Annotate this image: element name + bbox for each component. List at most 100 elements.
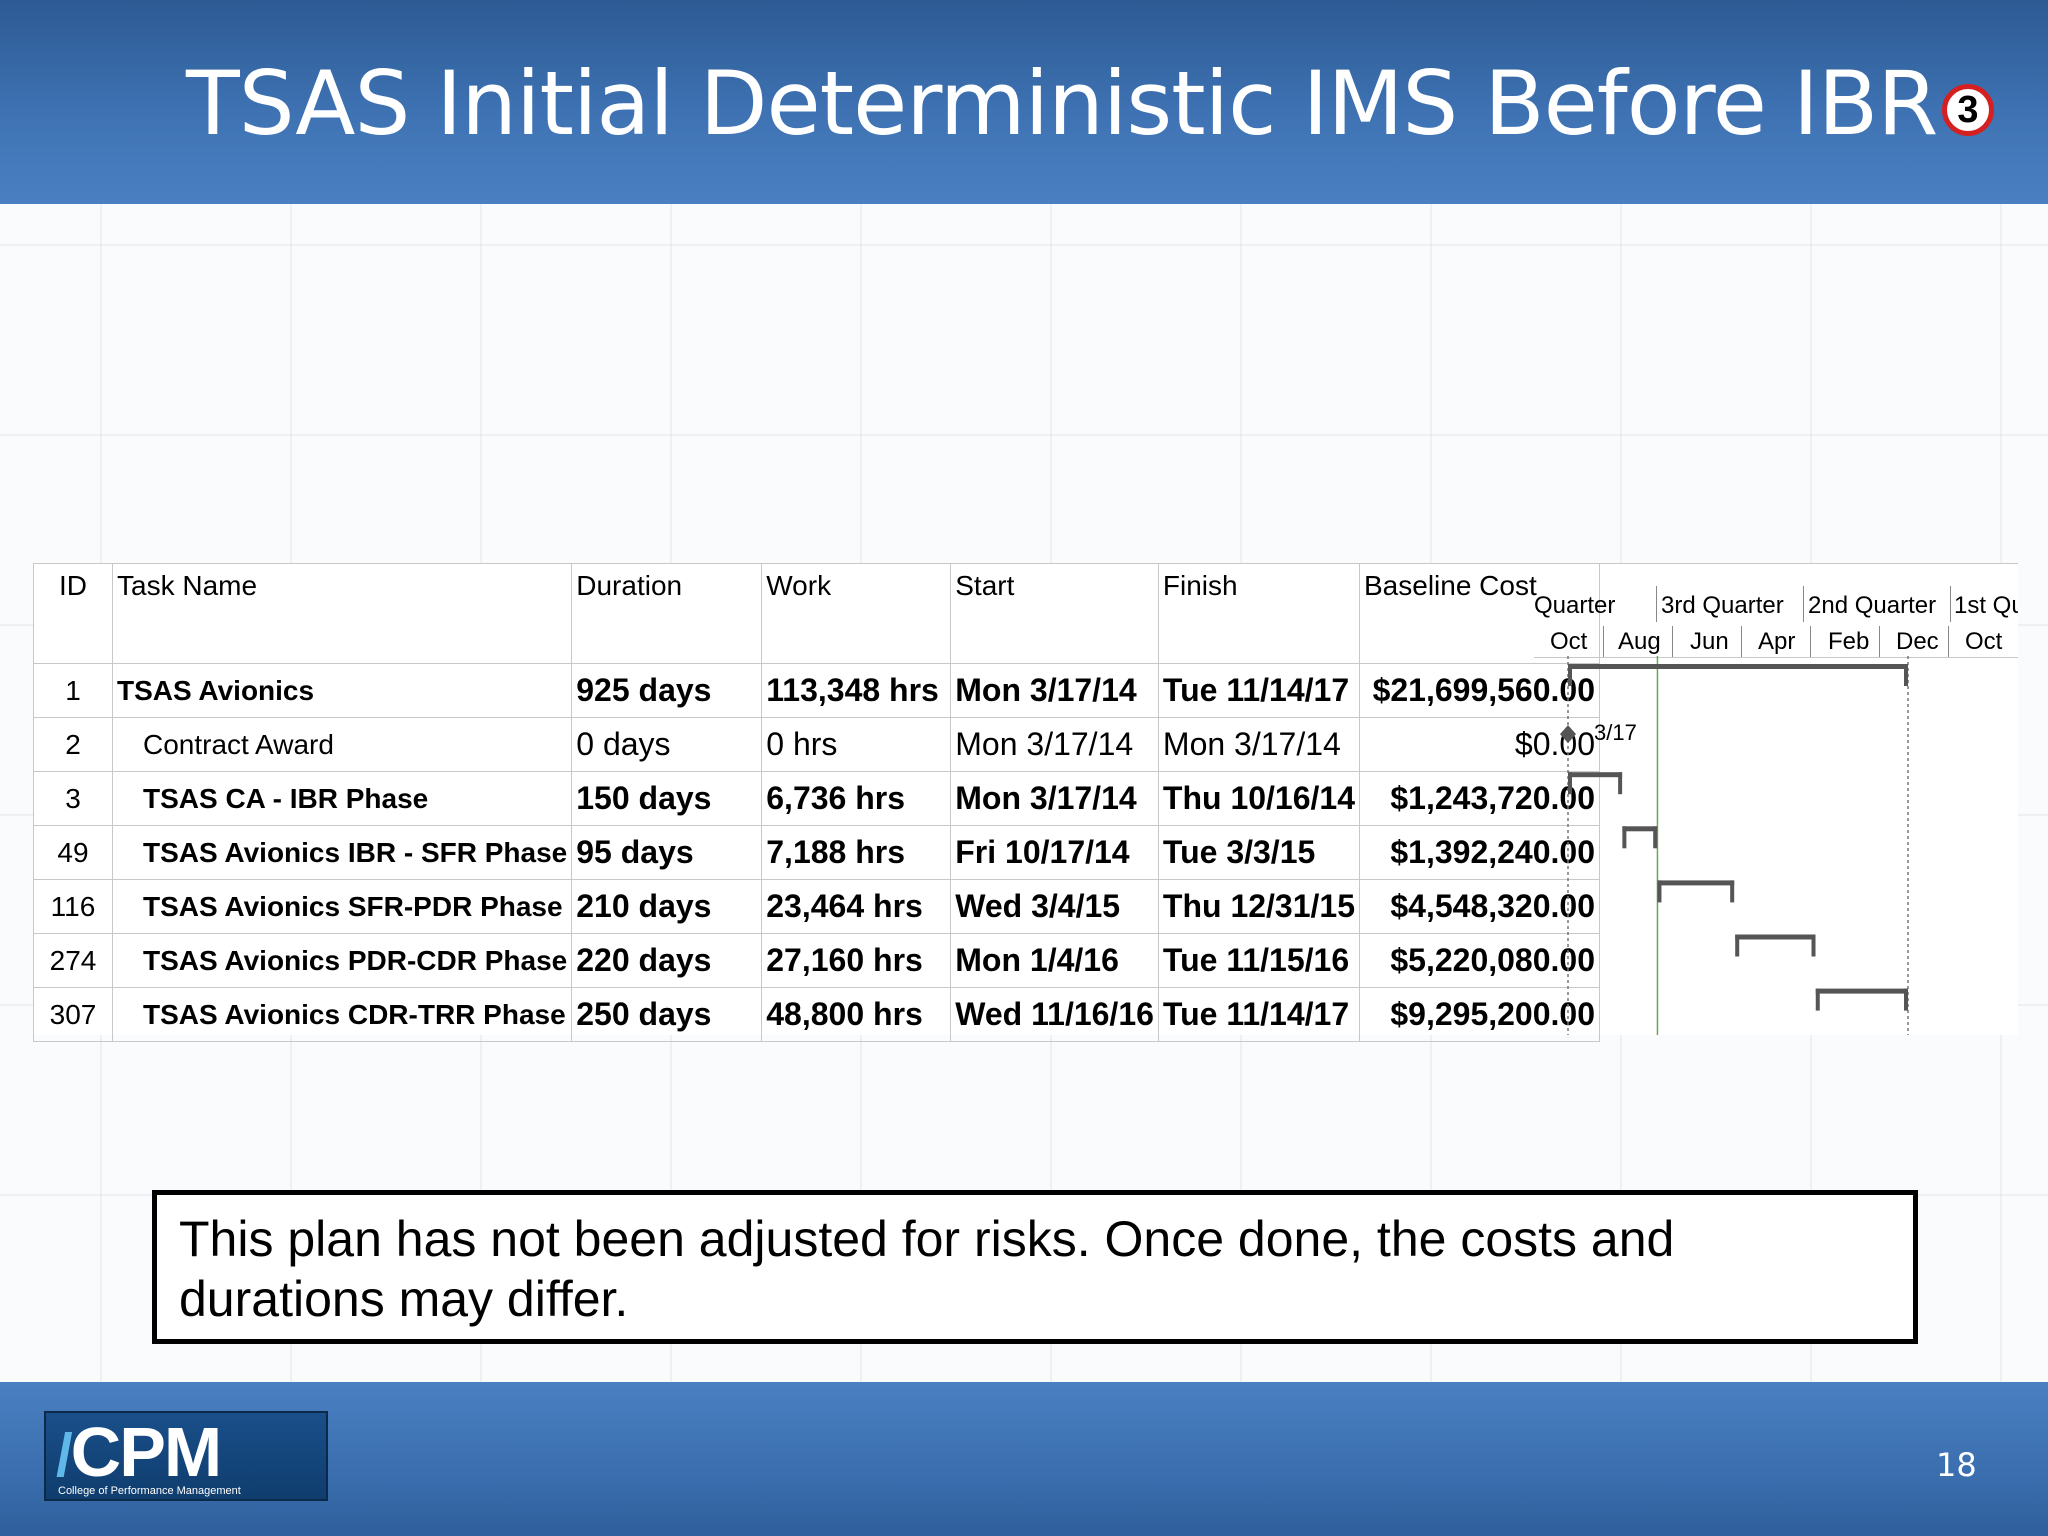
task-name[interactable]: TSAS Avionics CDR-TRR Phase xyxy=(111,987,573,1042)
timescale-quarter-label: 1st Qua xyxy=(1954,592,2018,619)
task-finish[interactable]: Mon 3/17/14 xyxy=(1157,717,1361,772)
table-row[interactable]: 49 TSAS Avionics IBR - SFR Phase 95 days… xyxy=(33,825,1600,880)
task-duration[interactable]: 250 days xyxy=(571,987,763,1042)
task-baseline-cost[interactable]: $4,548,320.00 xyxy=(1359,879,1600,934)
task-work[interactable]: 23,464 hrs xyxy=(761,879,952,934)
task-work[interactable]: 48,800 hrs xyxy=(761,987,952,1042)
column-header-id[interactable]: ID xyxy=(33,563,113,664)
risk-note-text: This plan has not been adjusted for risk… xyxy=(179,1211,1675,1327)
summary-bar xyxy=(1568,772,1623,778)
timescale-divider xyxy=(1741,626,1742,657)
page-number: 18 xyxy=(1936,1446,1977,1484)
task-id: 116 xyxy=(33,879,113,934)
timescale-month-label: Jun xyxy=(1690,628,1729,655)
timescale-divider xyxy=(1948,626,1949,657)
task-start[interactable]: Wed 11/16/16 xyxy=(950,987,1159,1042)
timescale-header: Quarter 3rd Quarter 2nd Quarter 1st Qua … xyxy=(1534,563,2018,658)
timescale-month-label: Apr xyxy=(1758,628,1796,655)
task-name[interactable]: TSAS CA - IBR Phase xyxy=(111,771,573,826)
task-start[interactable]: Mon 3/17/14 xyxy=(950,717,1159,772)
table-row[interactable]: 307 TSAS Avionics CDR-TRR Phase 250 days… xyxy=(33,987,1600,1042)
task-finish[interactable]: Tue 11/15/16 xyxy=(1157,933,1361,988)
task-duration[interactable]: 95 days xyxy=(571,825,763,880)
timescale-divider xyxy=(1879,626,1880,657)
task-duration[interactable]: 220 days xyxy=(571,933,763,988)
task-start[interactable]: Mon 3/17/14 xyxy=(950,771,1159,826)
table-row[interactable]: 1 TSAS Avionics 925 days 113,348 hrs Mon… xyxy=(33,663,1600,718)
task-name[interactable]: TSAS Avionics IBR - SFR Phase xyxy=(111,825,573,880)
summary-bar xyxy=(1735,934,1816,940)
summary-bar-start-cap xyxy=(1815,988,1820,1011)
task-work[interactable]: 7,188 hrs xyxy=(761,825,952,880)
task-name[interactable]: Contract Award xyxy=(111,717,573,772)
task-finish[interactable]: Tue 11/14/17 xyxy=(1157,987,1361,1042)
task-start[interactable]: Fri 10/17/14 xyxy=(950,825,1159,880)
badge-number: 3 xyxy=(1957,88,1979,131)
task-finish[interactable]: Tue 3/3/15 xyxy=(1157,825,1361,880)
task-id: 2 xyxy=(33,717,113,772)
task-name[interactable]: TSAS Avionics PDR-CDR Phase xyxy=(111,933,573,988)
step-number-badge: 3 xyxy=(1942,84,1994,136)
task-finish[interactable]: Thu 12/31/15 xyxy=(1157,879,1361,934)
task-name[interactable]: TSAS Avionics xyxy=(111,663,573,718)
task-work[interactable]: 6,736 hrs xyxy=(761,771,952,826)
column-header-finish[interactable]: Finish xyxy=(1157,563,1361,664)
column-header-work[interactable]: Work xyxy=(761,563,952,664)
task-duration[interactable]: 0 days xyxy=(571,717,763,772)
summary-bar xyxy=(1622,826,1658,832)
task-name[interactable]: TSAS Avionics SFR-PDR Phase xyxy=(111,879,573,934)
column-header-task-name[interactable]: Task Name xyxy=(111,563,573,664)
summary-bar-end-cap xyxy=(1730,880,1735,903)
task-duration[interactable]: 150 days xyxy=(571,771,763,826)
task-work[interactable]: 113,348 hrs xyxy=(761,663,952,718)
task-id: 3 xyxy=(33,771,113,826)
task-baseline-cost[interactable]: $5,220,080.00 xyxy=(1359,933,1600,988)
summary-bar-start-cap xyxy=(1568,772,1572,795)
column-header-baseline-cost[interactable]: Baseline Cost xyxy=(1359,563,1600,664)
gantt-chart-area: 3/17 xyxy=(1534,656,2018,1035)
table-row[interactable]: 116 TSAS Avionics SFR-PDR Phase 210 days… xyxy=(33,879,1600,934)
footer-bar xyxy=(0,1382,2048,1536)
table-row[interactable]: 2 Contract Award 0 days 0 hrs Mon 3/17/1… xyxy=(33,717,1600,772)
timescale-month-label: Oct xyxy=(1965,628,2003,655)
task-duration[interactable]: 210 days xyxy=(571,879,763,934)
summary-bar-end-cap xyxy=(1811,934,1816,957)
summary-bar-end-cap xyxy=(1618,772,1623,795)
task-work[interactable]: 0 hrs xyxy=(761,717,952,772)
table-row[interactable]: 274 TSAS Avionics PDR-CDR Phase 220 days… xyxy=(33,933,1600,988)
task-id: 1 xyxy=(33,663,113,718)
milestone-label: 3/17 xyxy=(1594,720,1637,745)
task-duration[interactable]: 925 days xyxy=(571,663,763,718)
summary-bar-end-cap xyxy=(1904,664,1908,686)
task-finish[interactable]: Tue 11/14/17 xyxy=(1157,663,1361,718)
task-baseline-cost[interactable]: $21,699,560.00 xyxy=(1359,663,1600,718)
summary-bar-end-cap xyxy=(1904,988,1908,1011)
summary-bar xyxy=(1657,880,1735,886)
timescale-divider xyxy=(1803,586,1804,622)
task-start[interactable]: Mon 3/17/14 xyxy=(950,663,1159,718)
timescale-quarter-label: 2nd Quarter xyxy=(1808,592,1937,619)
column-header-duration[interactable]: Duration xyxy=(571,563,763,664)
gantt-view: ID Task Name Duration Work Start Finish … xyxy=(33,563,2018,1042)
task-work[interactable]: 27,160 hrs xyxy=(761,933,952,988)
task-baseline-cost[interactable]: $1,392,240.00 xyxy=(1359,825,1600,880)
task-start[interactable]: Wed 3/4/15 xyxy=(950,879,1159,934)
column-header-start[interactable]: Start xyxy=(950,563,1159,664)
timescale-divider xyxy=(1950,586,1951,622)
task-start[interactable]: Mon 1/4/16 xyxy=(950,933,1159,988)
task-finish[interactable]: Thu 10/16/14 xyxy=(1157,771,1361,826)
summary-bar-end-cap xyxy=(1653,826,1658,849)
task-id: 49 xyxy=(33,825,113,880)
timescale-divider xyxy=(1672,626,1673,657)
task-baseline-cost[interactable]: $0.00 xyxy=(1359,717,1600,772)
summary-bar xyxy=(1568,664,1908,669)
summary-bar-start-cap xyxy=(1622,826,1627,849)
summary-bar-start-cap xyxy=(1735,934,1740,957)
task-id: 274 xyxy=(33,933,113,988)
table-row[interactable]: 3 TSAS CA - IBR Phase 150 days 6,736 hrs… xyxy=(33,771,1600,826)
summary-bar-start-cap xyxy=(1568,664,1572,686)
cpm-logo: /CPM College of Performance Management xyxy=(44,1411,328,1501)
task-baseline-cost[interactable]: $9,295,200.00 xyxy=(1359,987,1600,1042)
title-bar: TSAS Initial Deterministic IMS Before IB… xyxy=(0,0,2048,204)
timescale-divider xyxy=(1810,626,1811,657)
